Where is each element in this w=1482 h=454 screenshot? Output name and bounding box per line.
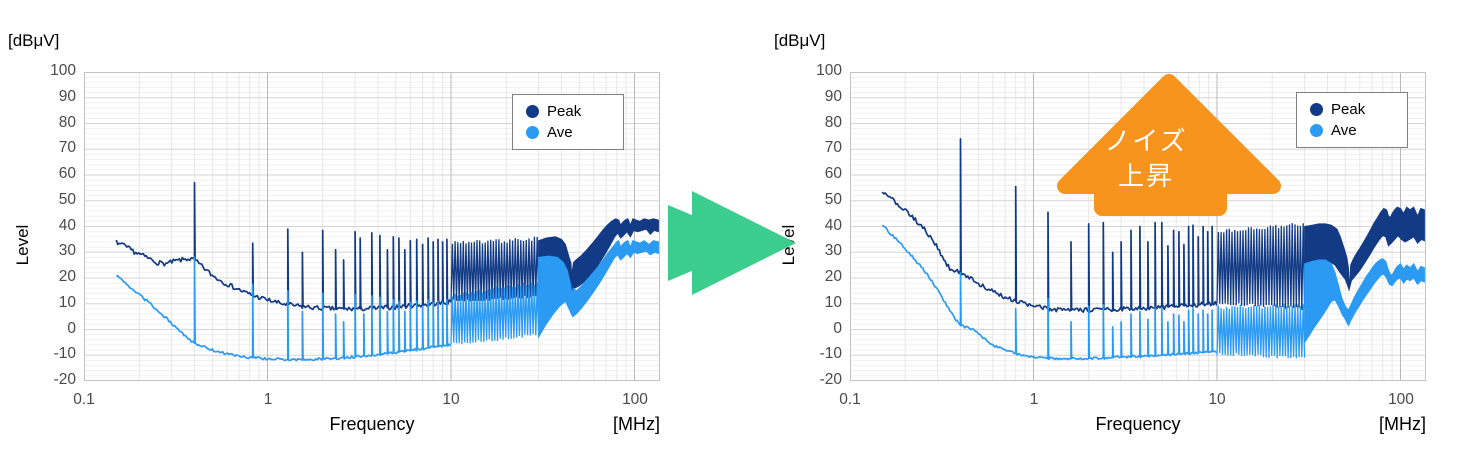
y-tick-label: 50 [58,191,76,208]
y-axis-ticks: 100 90 80 70 60 50 40 30 20 10 0 -10 -20 [792,0,842,454]
chart-after: [dBμV] Level 1009080706050403020100-10-2… [766,0,1482,454]
y-tick-label: 80 [58,114,76,131]
annotation-line-1: ノイズ [1104,126,1188,156]
y-tick-label: 30 [58,242,76,259]
x-axis-title: Frequency [329,414,415,434]
legend-label-ave: Ave [1331,122,1357,139]
y-tick-label: 10 [58,294,76,311]
y-tick-label: -10 [819,345,842,362]
x-tick-label: 0.1 [839,391,861,408]
legend-item-peak: Peak [1310,99,1407,120]
legend-item-ave: Ave [1310,120,1407,141]
legend-item-peak: Peak [526,101,623,122]
x-tick-label: 10 [1208,391,1226,408]
y-tick-label: 0 [833,320,842,337]
y-tick-label: -10 [53,345,76,362]
y-tick-label: 70 [58,139,76,156]
legend-label-ave: Ave [547,124,573,141]
y-tick-label: -20 [819,371,842,388]
x-tick-label: 1 [263,391,273,408]
ave-series-color-dot [526,126,539,139]
y-tick-label: 70 [824,139,842,156]
annotation-line-2: 上昇 [1117,161,1174,191]
x-axis-unit-label: [MHz] [1379,414,1426,434]
y-tick-label: 10 [824,294,842,311]
chart-before: [dBμV] Level 100 90 80 70 60 50 40 30 20 10 0 -10 -2… [0,0,716,454]
y-axis-unit-label: [dBμV] [8,31,60,50]
y-tick-label: 20 [824,268,842,285]
up-arrow-icon [1057,74,1281,216]
y-tick-label: 60 [824,165,842,182]
x-tick-label: 100 [1388,391,1414,408]
y-tick-label: 20 [58,268,76,285]
x-tick-label: 100 [622,391,648,408]
y-tick-label: 40 [824,217,842,234]
x-axis-unit-label: [MHz] [613,414,660,434]
x-axis-ticks: 0.1 1 10 100 [766,0,1482,454]
x-axis-ticks: 0.1 1 10 100 [0,0,716,454]
x-tick-label: 1 [1029,391,1039,408]
y-tick-label: 30 [824,242,842,259]
y-tick-label: 90 [824,88,842,105]
x-tick-label: 0.1 [73,391,95,408]
y-tick-label: 50 [824,191,842,208]
ave-series-color-dot [1310,124,1323,137]
legend-label-peak: Peak [1331,101,1366,118]
y-axis-unit-label: [dBμV] [774,31,826,50]
legend: Peak Ave [512,94,624,150]
noise-rise-annotation: ノイズ 上昇 [1056,70,1286,220]
peak-series-color-dot [526,105,539,118]
y-tick-label: 100 [816,62,842,79]
y-axis-ticks: 100 90 80 70 60 50 40 30 20 10 0 -10 -20 [26,0,76,454]
y-tick-label: -20 [53,371,76,388]
y-tick-label: 0 [67,320,76,337]
peak-series-color-dot [1310,103,1323,116]
x-tick-label: 10 [442,391,460,408]
legend-item-ave: Ave [526,122,623,143]
legend: Peak Ave [1296,92,1408,148]
x-axis-title: Frequency [1095,414,1181,434]
annotation-text: ノイズ 上昇 [1066,124,1226,194]
legend-label-peak: Peak [547,103,582,120]
y-tick-label: 60 [58,165,76,182]
y-tick-label: 90 [58,88,76,105]
y-tick-label: 80 [824,114,842,131]
y-tick-label: 40 [58,217,76,234]
y-tick-label: 100 [50,62,76,79]
transition-arrow-icon [668,191,796,295]
